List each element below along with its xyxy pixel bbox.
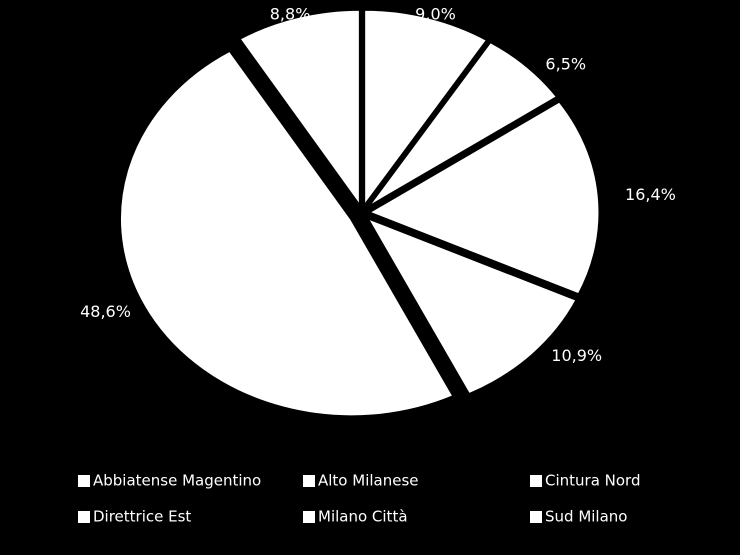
data-label: 9,0% — [415, 5, 456, 24]
legend-label: Cintura Nord — [545, 472, 641, 490]
legend-swatch — [78, 511, 90, 523]
pie-slice — [364, 39, 561, 210]
pie-slice — [364, 98, 602, 297]
legend-label: Milano Città — [318, 508, 408, 526]
legend-swatch — [303, 511, 315, 523]
legend-swatch — [530, 511, 542, 523]
data-label: 16,4% — [625, 185, 676, 204]
data-label: 6,5% — [545, 54, 586, 73]
legend-swatch — [78, 475, 90, 487]
pie-slice — [236, 7, 362, 212]
pie-slice — [362, 7, 490, 212]
pie-slice — [362, 214, 580, 397]
data-label: 8,8% — [270, 4, 311, 23]
legend-label: Abbiatense Magentino — [93, 472, 261, 490]
legend-swatch — [530, 475, 542, 487]
pie-slice — [118, 48, 457, 419]
legend-label: Direttrice Est — [93, 508, 191, 526]
data-label: 48,6% — [80, 302, 131, 321]
legend-label: Sud Milano — [545, 508, 627, 526]
legend-swatch — [303, 475, 315, 487]
legend-label: Alto Milanese — [318, 472, 419, 490]
data-label: 10,9% — [551, 346, 602, 365]
